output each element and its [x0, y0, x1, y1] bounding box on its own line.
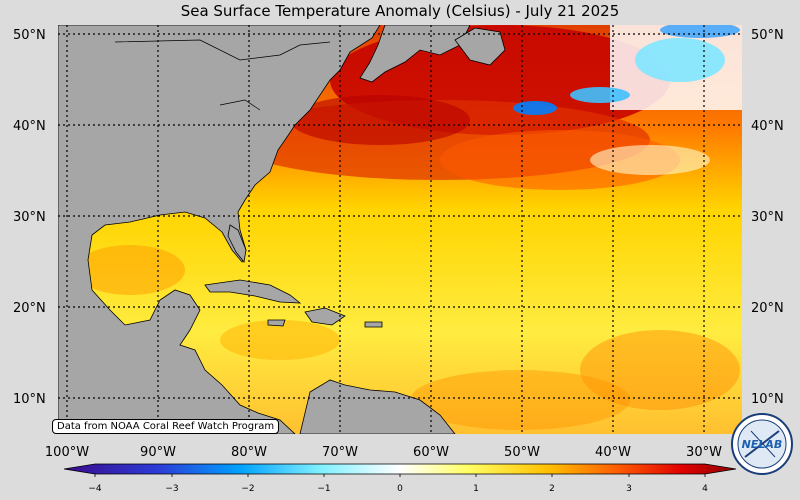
lat-labels-right: 50°N 40°N 30°N 20°N 10°N	[751, 28, 784, 407]
colorbar-tick-label: 1	[473, 484, 479, 494]
colorbar-tick-label: −2	[241, 484, 254, 494]
lat-label: 40°N	[13, 119, 46, 134]
colorbar-tick-label: −1	[317, 484, 330, 494]
colorbar-tick-label: 2	[549, 484, 555, 494]
boundary-lines	[114, 39, 331, 111]
colorbar-tick-label: −4	[88, 484, 102, 494]
graticule	[58, 25, 742, 434]
colorbar-ticks	[94, 474, 706, 477]
land-masses	[58, 25, 506, 434]
puerto-rico-land	[364, 321, 383, 328]
lon-label: 80°W	[231, 445, 267, 460]
lon-label: 40°W	[595, 445, 631, 460]
lat-label: 50°N	[13, 28, 46, 43]
cuba-land	[204, 279, 302, 304]
lat-label: 30°N	[13, 210, 46, 225]
lon-label: 50°W	[504, 445, 540, 460]
lon-label: 90°W	[140, 445, 176, 460]
colorbar-gradient	[63, 463, 737, 475]
logo-text: NELAB	[742, 438, 783, 451]
lon-label: 60°W	[413, 445, 449, 460]
nelab-logo-icon: NELAB	[731, 413, 793, 475]
jamaica-land	[267, 319, 286, 327]
data-credit: Data from NOAA Coral Reef Watch Program	[52, 419, 280, 434]
lat-label: 10°N	[13, 392, 46, 407]
lat-labels-left: 50°N 40°N 30°N 20°N 10°N	[13, 28, 46, 407]
florida-land	[227, 224, 247, 263]
lat-label: 50°N	[751, 28, 784, 43]
lat-label: 30°N	[751, 210, 784, 225]
south-america-land	[299, 379, 456, 434]
lat-label: 40°N	[751, 119, 784, 134]
lon-label: 30°W	[686, 445, 722, 460]
lon-label: 100°W	[45, 445, 89, 460]
hispaniola-land	[304, 307, 346, 326]
colorbar-tick-label: 4	[702, 484, 708, 494]
colorbar-tick-label: 0	[397, 484, 403, 494]
lon-label: 70°W	[322, 445, 358, 460]
newfoundland-land	[454, 27, 506, 66]
colorbar-tick-label: 3	[626, 484, 632, 494]
colorbar: −4 −3 −2 −1 0 1 2 3 4	[63, 463, 737, 494]
lat-label: 20°N	[13, 301, 46, 316]
north-america-land	[58, 25, 381, 434]
lat-label: 10°N	[751, 392, 784, 407]
colorbar-tick-label: −3	[165, 484, 178, 494]
lon-labels: 100°W 90°W 80°W 70°W 60°W 50°W 40°W 30°W	[45, 445, 722, 460]
cool-anomaly-patches	[390, 25, 742, 175]
map-title: Sea Surface Temperature Anomaly (Celsius…	[180, 2, 620, 20]
lat-label: 20°N	[751, 301, 784, 316]
